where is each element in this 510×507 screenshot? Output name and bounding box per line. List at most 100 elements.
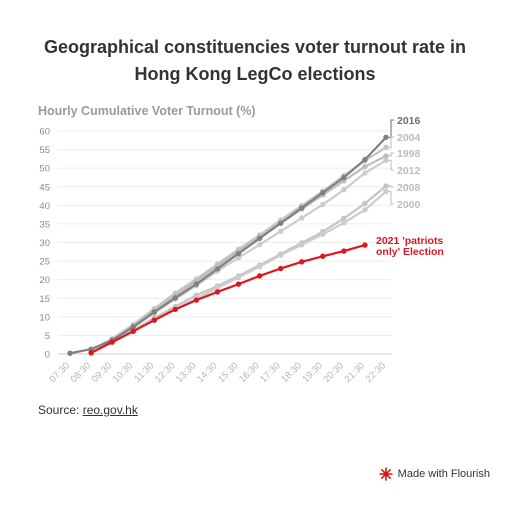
data-point xyxy=(67,350,73,356)
y-tick-label-10: 10 xyxy=(39,312,50,323)
data-point xyxy=(214,266,221,272)
x-tick-label-6: 13:30 xyxy=(174,360,199,385)
data-point xyxy=(362,170,368,176)
data-point xyxy=(299,259,305,265)
y-tick-label-50: 50 xyxy=(39,164,50,175)
x-tick-label-5: 12:30 xyxy=(153,360,178,385)
data-point xyxy=(299,205,305,211)
series-label-2012: 2012 xyxy=(397,165,421,177)
chart-title: Geographical constituencies voter turnou… xyxy=(20,34,490,88)
y-tick-label-55: 55 xyxy=(39,145,50,156)
data-point xyxy=(341,220,347,226)
x-axis-ticks: 07:3008:3009:3010:3011:3012:3013:3014:30… xyxy=(48,360,389,385)
series-line xyxy=(90,244,366,354)
label-leader xyxy=(388,185,394,188)
data-point xyxy=(151,317,157,323)
x-tick-label-11: 18:30 xyxy=(279,360,304,385)
source-note: Source: reo.gov.hk xyxy=(38,403,138,417)
series-label-2016: 2016 xyxy=(397,115,421,127)
gridlines xyxy=(58,130,392,355)
x-tick-label-0: 07:30 xyxy=(48,360,73,385)
series-line xyxy=(69,136,387,355)
x-tick-label-4: 11:30 xyxy=(132,360,156,384)
data-point xyxy=(256,242,263,248)
y-axis-ticks: 0 5 10 15 20 25 30 35 40 45 50 55 60 xyxy=(39,127,50,361)
data-point xyxy=(193,297,200,303)
y-tick-label-15: 15 xyxy=(39,294,50,305)
series-label-2004: 2004 xyxy=(397,132,421,144)
y-tick-label-0: 0 xyxy=(45,350,50,361)
x-tick-label-1: 08:30 xyxy=(69,360,94,385)
label-leader xyxy=(388,152,394,157)
data-point xyxy=(362,156,368,163)
source-label: Source: xyxy=(38,403,80,417)
data-point xyxy=(362,163,368,170)
label-leader xyxy=(388,159,394,171)
data-point xyxy=(383,134,389,141)
data-point xyxy=(277,252,284,258)
series-label-2008: 2008 xyxy=(397,182,421,194)
x-tick-label-10: 17:30 xyxy=(258,360,283,385)
data-point xyxy=(320,189,326,196)
data-point xyxy=(151,309,157,315)
data-point xyxy=(130,324,136,330)
data-point xyxy=(383,144,389,151)
series-label-2021: 2021 'patriots only' Election xyxy=(376,235,444,258)
y-tick-label-60: 60 xyxy=(39,127,50,138)
label-leader xyxy=(388,136,394,148)
series-2021-patriots-only-election xyxy=(88,242,368,356)
data-point xyxy=(341,174,347,181)
data-point xyxy=(299,215,305,221)
data-point xyxy=(341,215,347,222)
flourish-branding[interactable]: Made with Flourish xyxy=(378,467,490,481)
data-point xyxy=(235,281,242,287)
series-lines xyxy=(67,134,389,356)
data-point xyxy=(383,183,389,189)
data-point xyxy=(214,285,221,291)
data-point xyxy=(383,153,389,159)
source-link[interactable]: reo.gov.hk xyxy=(82,403,138,417)
data-point xyxy=(320,253,326,259)
flourish-logo-icon xyxy=(378,467,393,481)
data-point xyxy=(235,250,242,257)
data-point xyxy=(256,273,263,279)
flourish-label: Made with Flourish xyxy=(397,468,490,480)
data-point xyxy=(235,274,242,281)
data-point xyxy=(172,295,179,301)
data-point xyxy=(88,346,94,352)
x-tick-label-9: 16:30 xyxy=(237,360,262,385)
y-tick-label-5: 5 xyxy=(45,331,50,342)
data-point xyxy=(256,235,263,242)
y-tick-label-30: 30 xyxy=(39,238,50,249)
data-point xyxy=(362,242,368,248)
data-point xyxy=(341,187,347,193)
series-label-1998: 1998 xyxy=(397,148,421,160)
y-tick-label-45: 45 xyxy=(39,182,50,193)
y-tick-label-35: 35 xyxy=(39,219,50,230)
y-tick-label-20: 20 xyxy=(39,275,50,286)
data-point xyxy=(214,289,221,295)
data-point xyxy=(277,220,284,226)
chart-title-line-1: Geographical constituencies voter turnou… xyxy=(43,37,467,57)
data-point xyxy=(88,350,94,356)
data-point xyxy=(256,263,263,270)
x-tick-label-14: 21:30 xyxy=(342,360,367,385)
line-chart: 0 5 10 15 20 25 30 35 40 45 50 55 60 07:3008:3009:30… xyxy=(39,115,444,385)
data-point xyxy=(277,265,284,272)
series-label-2000: 2000 xyxy=(397,199,421,211)
y-tick-label-40: 40 xyxy=(39,201,50,212)
label-leader xyxy=(388,119,394,138)
data-point xyxy=(130,328,136,335)
series-labels: 2016 2004 1998 2012 2008 2000 2021 'patriots on… xyxy=(376,115,444,258)
x-tick-label-15: 22:30 xyxy=(364,360,389,385)
data-point xyxy=(299,242,305,248)
data-point xyxy=(109,339,115,345)
data-point xyxy=(383,188,389,195)
x-tick-label-8: 15:30 xyxy=(216,360,241,385)
y-axis-title: Hourly Cumulative Voter Turnout (%) xyxy=(38,104,256,118)
data-point xyxy=(383,157,389,164)
label-leader xyxy=(388,191,394,205)
x-tick-label-7: 14:30 xyxy=(195,360,220,385)
data-point xyxy=(277,228,284,235)
data-point xyxy=(320,201,326,208)
